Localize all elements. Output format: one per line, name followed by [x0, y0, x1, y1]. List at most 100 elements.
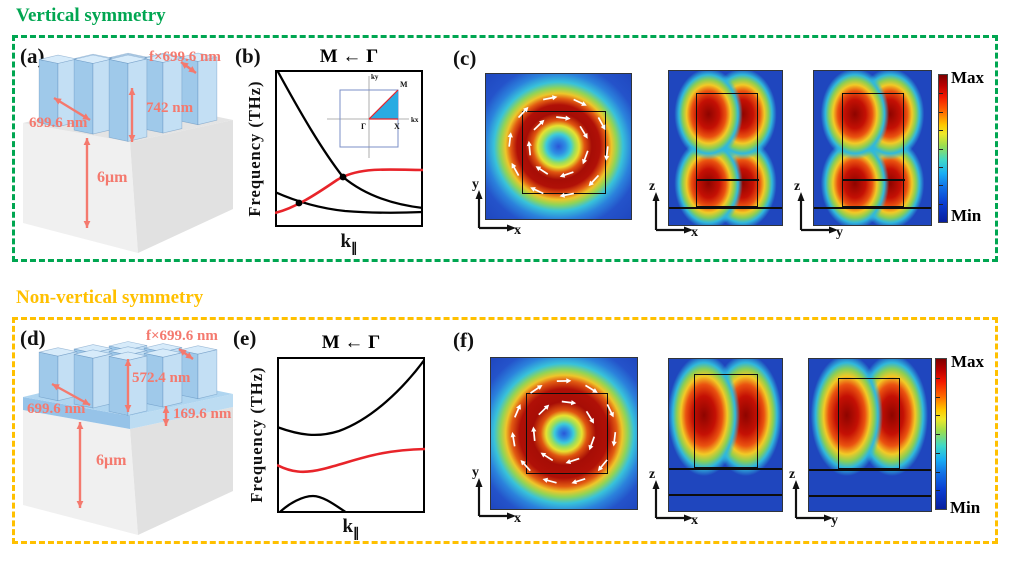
- axis-arrows-f1: y x: [472, 465, 521, 526]
- vortex-arrowhead: [530, 187, 536, 192]
- dim-pillar-width: f×699.6 nm: [146, 328, 218, 344]
- vertical-axis-letter: z: [649, 467, 655, 482]
- kpar-base: k: [340, 231, 352, 252]
- vortex-arrowhead: [520, 460, 526, 466]
- band-plot-title: M ← Γ: [321, 332, 381, 353]
- vortex-arrowhead: [588, 444, 594, 451]
- pillar-left-face: [108, 59, 129, 142]
- colorbar-max-label: Max: [951, 352, 985, 371]
- vortex-arrowhead: [582, 133, 588, 139]
- pillar-outline: [696, 93, 758, 207]
- vortex-arrowhead: [581, 101, 587, 106]
- band-black-lower: [275, 190, 423, 214]
- band-x-axis-label: k∥: [277, 516, 425, 541]
- vertical-section-box: [12, 35, 998, 262]
- vortex-arrowhead: [600, 124, 606, 131]
- dimension-arrowhead: [83, 221, 91, 228]
- colorbar-tick: [939, 130, 943, 132]
- dim-pillar-height: 742 nm: [146, 100, 194, 116]
- colorbar-tick: [936, 490, 940, 492]
- colorbar-max-label: Max: [951, 68, 985, 87]
- pillar-array-3d-vertical: [23, 52, 233, 253]
- colorbar-nonvertical: [935, 358, 947, 510]
- dimension-arrowhead: [54, 98, 62, 105]
- dimension-arrow: [53, 96, 91, 122]
- unit-cell-outline: [526, 393, 608, 474]
- colorbar-tick: [939, 111, 943, 113]
- vortex-arrowhead: [565, 459, 571, 464]
- vortex-arrowhead: [540, 452, 547, 458]
- mode-profile-zx-vertical: [668, 70, 783, 226]
- colorbar-tick: [939, 148, 943, 150]
- mode-profile-xy-vertical: [485, 73, 632, 220]
- axis-arrows-c3: z y: [794, 179, 843, 240]
- slab-bottom-line: [669, 494, 782, 496]
- pillar-array-3d-nonvertical: [23, 341, 233, 535]
- dimension-arrowhead: [82, 113, 90, 120]
- vortex-arrowhead: [570, 400, 577, 406]
- band-y-axis-label: Frequency (THz): [245, 80, 264, 217]
- dimension-arrowhead: [83, 138, 91, 145]
- pillar-right-face: [197, 56, 218, 126]
- colorbar-tick: [936, 434, 940, 435]
- vortex-arrowhead: [588, 180, 594, 187]
- vortex-arrowhead: [531, 426, 537, 432]
- axis-arrows-c2: z x: [649, 179, 698, 240]
- band-structure-plot-e: [277, 357, 425, 513]
- dimension-arrowhead: [124, 405, 132, 412]
- colorbar-tick: [936, 396, 940, 398]
- pillar-outline: [838, 378, 900, 469]
- horizontal-axis-letter: x: [514, 223, 521, 238]
- vertical-axis-letter: z: [649, 179, 655, 194]
- vortex-arrows: [507, 95, 610, 198]
- vortex-arrowhead: [507, 132, 513, 138]
- slab-bottom-line: [809, 495, 931, 497]
- dimension-arrowhead: [162, 419, 170, 426]
- vortex-arrowhead: [566, 378, 572, 384]
- panel-label-f: (f): [453, 328, 474, 352]
- vortex-arrowhead: [510, 432, 516, 438]
- dimension-arrowhead: [185, 352, 193, 359]
- dimension-arrowhead: [162, 406, 170, 413]
- axis-arrows-f2: z x: [649, 467, 698, 528]
- horizontal-axis-letter: x: [514, 511, 521, 526]
- horizontal-axis-letter: x: [691, 513, 698, 528]
- vertical-axis-letter: z: [789, 467, 795, 482]
- inset-kx-label: kx: [411, 116, 419, 124]
- inset-x-label: X: [394, 122, 400, 131]
- colorbar-tick: [939, 203, 943, 205]
- crossing-dot-upper: [339, 173, 347, 181]
- colorbar-vertical: [938, 74, 948, 223]
- band-black-upper: [277, 358, 425, 437]
- substrate-left-face: [23, 123, 138, 253]
- slab-top-line: [809, 469, 931, 471]
- horizontal-axis-letter: x: [691, 225, 698, 240]
- vortex-arrowhead: [597, 465, 604, 472]
- section-title-nonvertical: Non-vertical symmetry: [16, 287, 204, 308]
- dimension-arrowhead: [52, 384, 60, 391]
- vortex-arrowhead: [526, 140, 532, 147]
- kpar-base: k: [342, 516, 354, 537]
- slab-right-face: [130, 394, 233, 429]
- axis-arrows-f3: z y: [789, 467, 838, 528]
- band-x-axis-label: k∥: [275, 231, 423, 256]
- vortex-arrowhead: [542, 477, 548, 483]
- vortex-arrowhead: [571, 479, 577, 485]
- slab-left-face: [23, 397, 130, 429]
- vortex-arrowhead: [582, 158, 587, 165]
- vortex-arrowhead: [543, 404, 550, 410]
- nonvertical-section-box: [12, 317, 998, 544]
- dimension-arrowhead: [76, 501, 84, 508]
- dim-lattice-pitch: 699.6 nm: [27, 401, 86, 417]
- mode-profile-zy-vertical: [813, 70, 932, 226]
- dimension-arrowhead: [76, 422, 84, 429]
- crossing-dot-lower: [295, 199, 303, 207]
- vortex-arrowhead: [552, 95, 558, 101]
- mode-profile-zy-nonvertical: [808, 358, 932, 512]
- colorbar-tick: [936, 415, 940, 417]
- dim-slab-thickness: 169.6 nm: [173, 406, 232, 422]
- dim-lattice-pitch: 699.6 nm: [29, 115, 88, 131]
- panel-label-c: (c): [453, 46, 477, 70]
- axis-arrows-c1: y x: [472, 177, 521, 238]
